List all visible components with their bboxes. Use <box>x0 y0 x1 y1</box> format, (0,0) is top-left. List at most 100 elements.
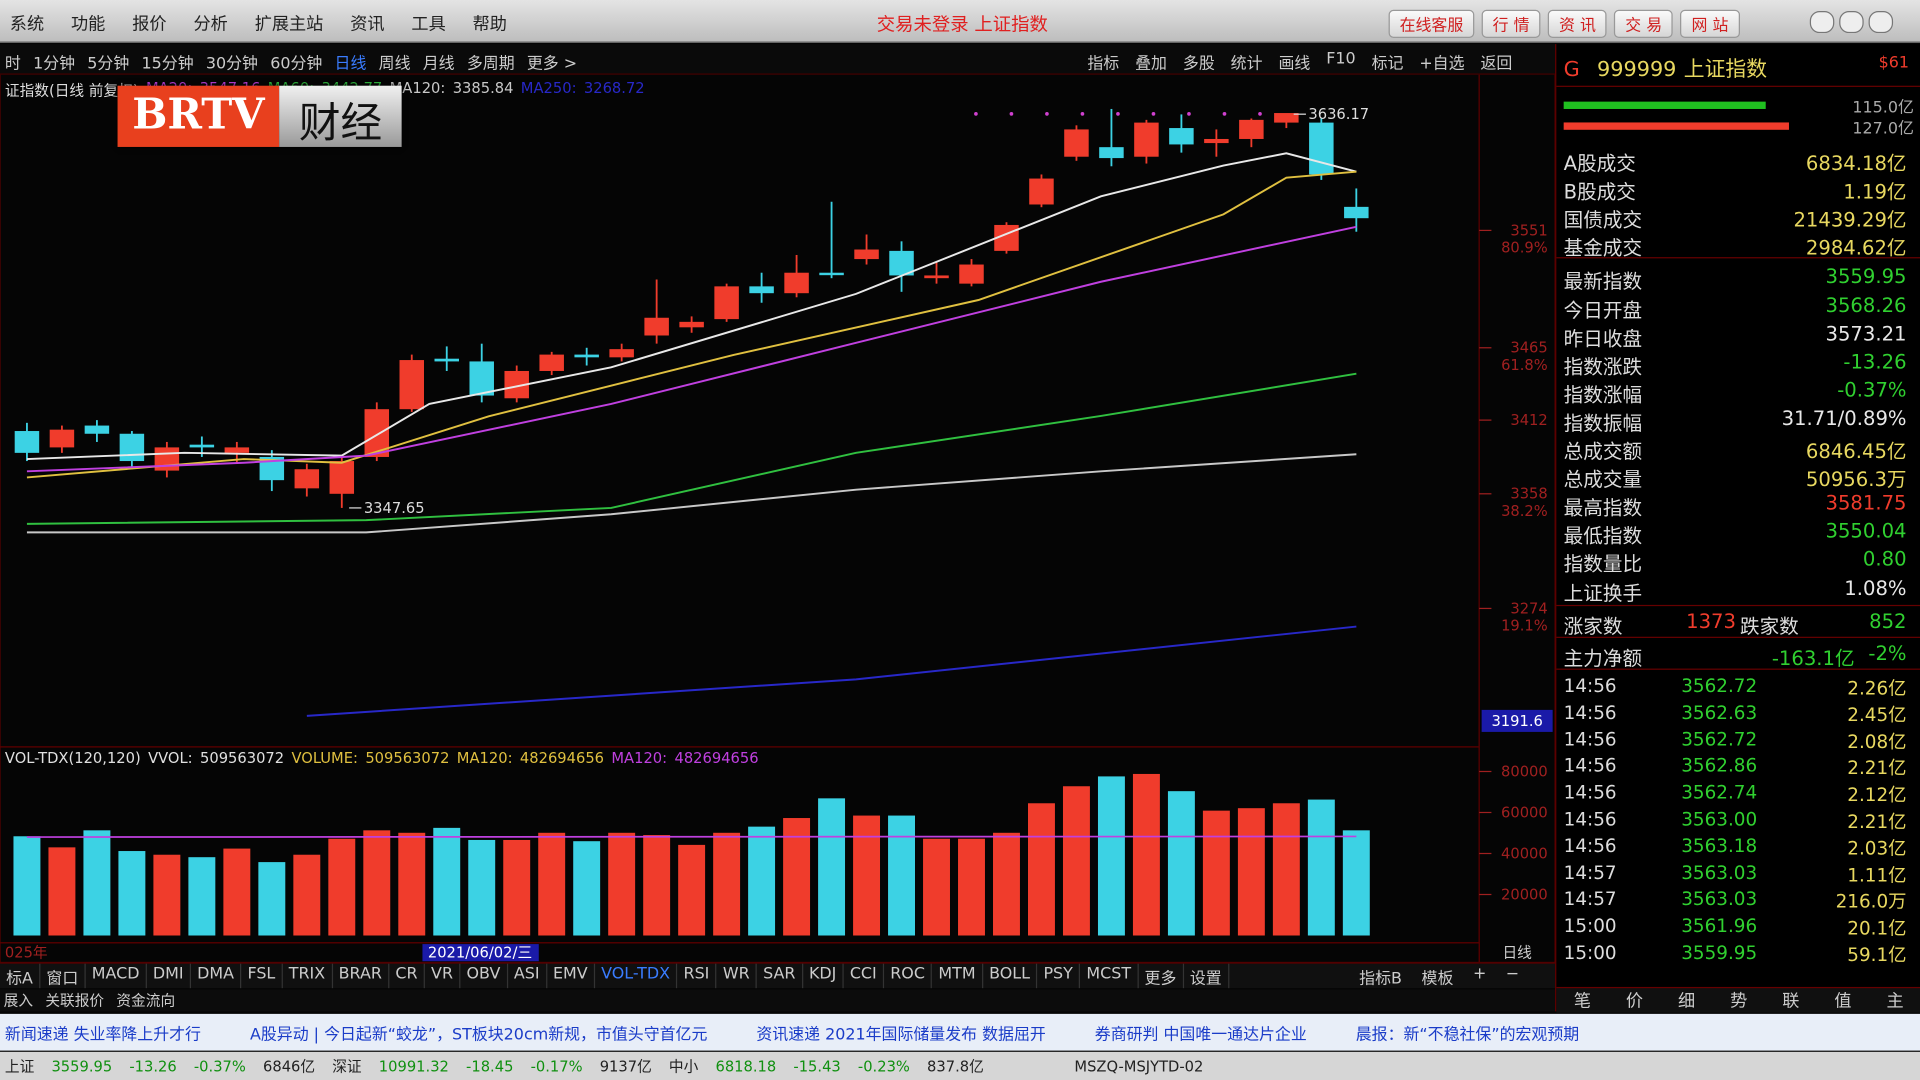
title-button[interactable]: 交 易 <box>1614 9 1674 38</box>
volume-bar <box>1272 803 1300 936</box>
panel-tab[interactable]: 联 <box>1782 991 1800 1012</box>
quote-label: 指数涨幅 <box>1563 383 1643 407</box>
panel-tab[interactable]: 势 <box>1730 991 1748 1012</box>
panel-tab[interactable]: 细 <box>1678 991 1696 1012</box>
indicator-tab[interactable]: VOL-TDX <box>595 963 678 989</box>
period-tab[interactable]: 5分钟 <box>87 55 130 74</box>
tool-button[interactable]: 统计 <box>1230 55 1263 74</box>
sub-tab[interactable]: 关联报价 <box>45 991 105 1009</box>
indicator-tab[interactable]: 设置 <box>1184 963 1230 989</box>
period-tab[interactable]: 更多 > <box>526 55 578 74</box>
title-button[interactable]: 在线客服 <box>1388 9 1475 38</box>
panel-tab[interactable]: 值 <box>1834 991 1852 1012</box>
indicator-tab[interactable]: PSY <box>1037 963 1081 989</box>
min-button[interactable] <box>1809 11 1835 34</box>
flow-row: 主力净额 -163.1亿 -2% <box>1564 642 1912 670</box>
menu-item[interactable]: 扩展主站 <box>254 14 324 35</box>
indicator-tab[interactable]: TRIX <box>283 963 333 989</box>
period-tab[interactable]: 月线 <box>422 55 455 74</box>
quote-panel: 笔 价 细 势 联 值 主 G 999999 上证指数 $61 115.0亿 127.0亿 A股成交 68… <box>1555 44 1920 1013</box>
quote-label: 指数振幅 <box>1563 411 1643 435</box>
indicator-tab[interactable]: 窗口 <box>40 963 86 989</box>
indicator-tab[interactable]: SAR <box>757 963 803 989</box>
legend-label: VVOL: <box>148 749 193 767</box>
quote-row: 昨日收盘 3573.21 <box>1564 322 1912 350</box>
ticker-item[interactable]: A股异动 | 今日起新“蛟龙”，ST板块20cm新规，市值头守首亿元 <box>249 1025 708 1044</box>
trade-volume: 216.0万 <box>1835 890 1907 913</box>
period-tab[interactable]: 15分钟 <box>141 55 194 74</box>
indicator-tab[interactable]: ASI <box>508 963 547 989</box>
panel-tab[interactable]: 笔 <box>1573 991 1591 1012</box>
indicator-tab[interactable]: CR <box>389 963 425 989</box>
indicator-tab[interactable]: BOLL <box>983 963 1038 989</box>
menu-item[interactable]: 资讯 <box>350 14 385 35</box>
indicator-tool[interactable]: 指标B <box>1359 969 1402 989</box>
tool-button[interactable]: F10 <box>1326 50 1356 69</box>
candle-body <box>294 469 320 489</box>
indicator-tab[interactable]: BRAR <box>333 963 390 989</box>
menu-item[interactable]: 系统 <box>9 14 45 35</box>
indicator-tab[interactable]: MTM <box>932 963 983 989</box>
tool-button[interactable]: 标记 <box>1371 55 1404 74</box>
indicator-tool[interactable]: 模板 <box>1421 969 1454 989</box>
title-button[interactable]: 行 情 <box>1481 9 1541 38</box>
menu-item[interactable]: 工具 <box>411 14 446 35</box>
ticker-item[interactable]: 晨报：新“不稳社保”的宏观预期 <box>1355 1025 1580 1044</box>
trade-row: 14:56 3562.74 2.12亿 <box>1564 781 1912 808</box>
y-tick-label: 20000 <box>1501 886 1548 903</box>
panel-tab[interactable]: 主 <box>1886 991 1904 1012</box>
period-tab[interactable]: 日线 <box>334 55 367 74</box>
indicator-tab[interactable]: FSL <box>241 963 283 989</box>
indicator-tab[interactable]: ROC <box>884 963 933 989</box>
ticker-item[interactable]: 资讯速递 2021年国际储量发布 数据屈开 <box>756 1025 1046 1044</box>
tool-button[interactable]: +自选 <box>1419 55 1465 74</box>
separator <box>1556 668 1920 670</box>
indicator-tab[interactable]: DMI <box>147 963 191 989</box>
indicator-tab[interactable]: 更多 <box>1138 963 1184 989</box>
title-buttons: 在线客服行 情资 讯交 易网 站 <box>1388 9 1740 38</box>
title-button[interactable]: 资 讯 <box>1547 9 1607 38</box>
max-button[interactable] <box>1839 11 1864 34</box>
sub-tab[interactable]: 资金流向 <box>116 991 176 1009</box>
watermark-brand: BRTV <box>117 85 280 147</box>
period-tab[interactable]: 时 <box>4 55 21 74</box>
panel-tab[interactable]: 价 <box>1625 991 1644 1012</box>
ticker-item[interactable]: 新闻速递 失业率降上升才行 <box>4 1025 201 1044</box>
indicator-tab[interactable]: CCI <box>844 963 885 989</box>
period-tab[interactable]: 60分钟 <box>270 55 323 74</box>
indicator-tab[interactable]: DMA <box>191 963 242 989</box>
title-button[interactable]: 网 站 <box>1680 9 1740 38</box>
period-tab[interactable]: 周线 <box>378 55 411 74</box>
indicator-tab[interactable]: VR <box>425 963 461 989</box>
period-tab[interactable]: 多周期 <box>466 55 515 74</box>
trade-time: 14:56 <box>1563 701 1617 724</box>
candle-body <box>854 249 879 260</box>
indicator-tool[interactable]: + <box>1472 964 1487 984</box>
period-tab[interactable]: 1分钟 <box>33 55 76 74</box>
indicator-tab[interactable]: EMV <box>547 963 596 989</box>
indicator-tool[interactable]: − <box>1505 964 1520 984</box>
axis-frame <box>1478 72 1556 964</box>
sub-tab[interactable]: 展入 <box>3 991 34 1009</box>
tool-button[interactable]: 多股 <box>1182 55 1215 74</box>
menu-item[interactable]: 报价 <box>132 14 167 35</box>
indicator-tab[interactable]: OBV <box>460 963 508 989</box>
period-tab[interactable]: 30分钟 <box>205 55 258 74</box>
indicator-tab[interactable]: RSI <box>677 963 717 989</box>
indicator-tab[interactable]: KDJ <box>803 963 844 989</box>
indicator-tab[interactable]: MACD <box>86 963 147 989</box>
indicator-tab[interactable]: WR <box>717 963 758 989</box>
tool-button[interactable]: 画线 <box>1278 55 1311 74</box>
tool-button[interactable]: 返回 <box>1480 55 1513 74</box>
indicator-tab[interactable]: 标A <box>0 963 41 989</box>
tool-button[interactable]: 指标 <box>1087 55 1120 74</box>
indicator-tab[interactable]: MCST <box>1080 963 1139 989</box>
tool-button[interactable]: 叠加 <box>1135 55 1167 74</box>
quote-label: 国债成交 <box>1563 208 1643 232</box>
menu-item[interactable]: 帮助 <box>472 14 507 35</box>
menu-item[interactable]: 分析 <box>193 14 228 35</box>
menu-item[interactable]: 功能 <box>71 14 106 35</box>
close-button[interactable] <box>1868 11 1894 34</box>
ratio-label: 127.0亿 <box>1852 120 1914 139</box>
ticker-item[interactable]: 券商研判 中国唯一通达片企业 <box>1094 1025 1307 1044</box>
